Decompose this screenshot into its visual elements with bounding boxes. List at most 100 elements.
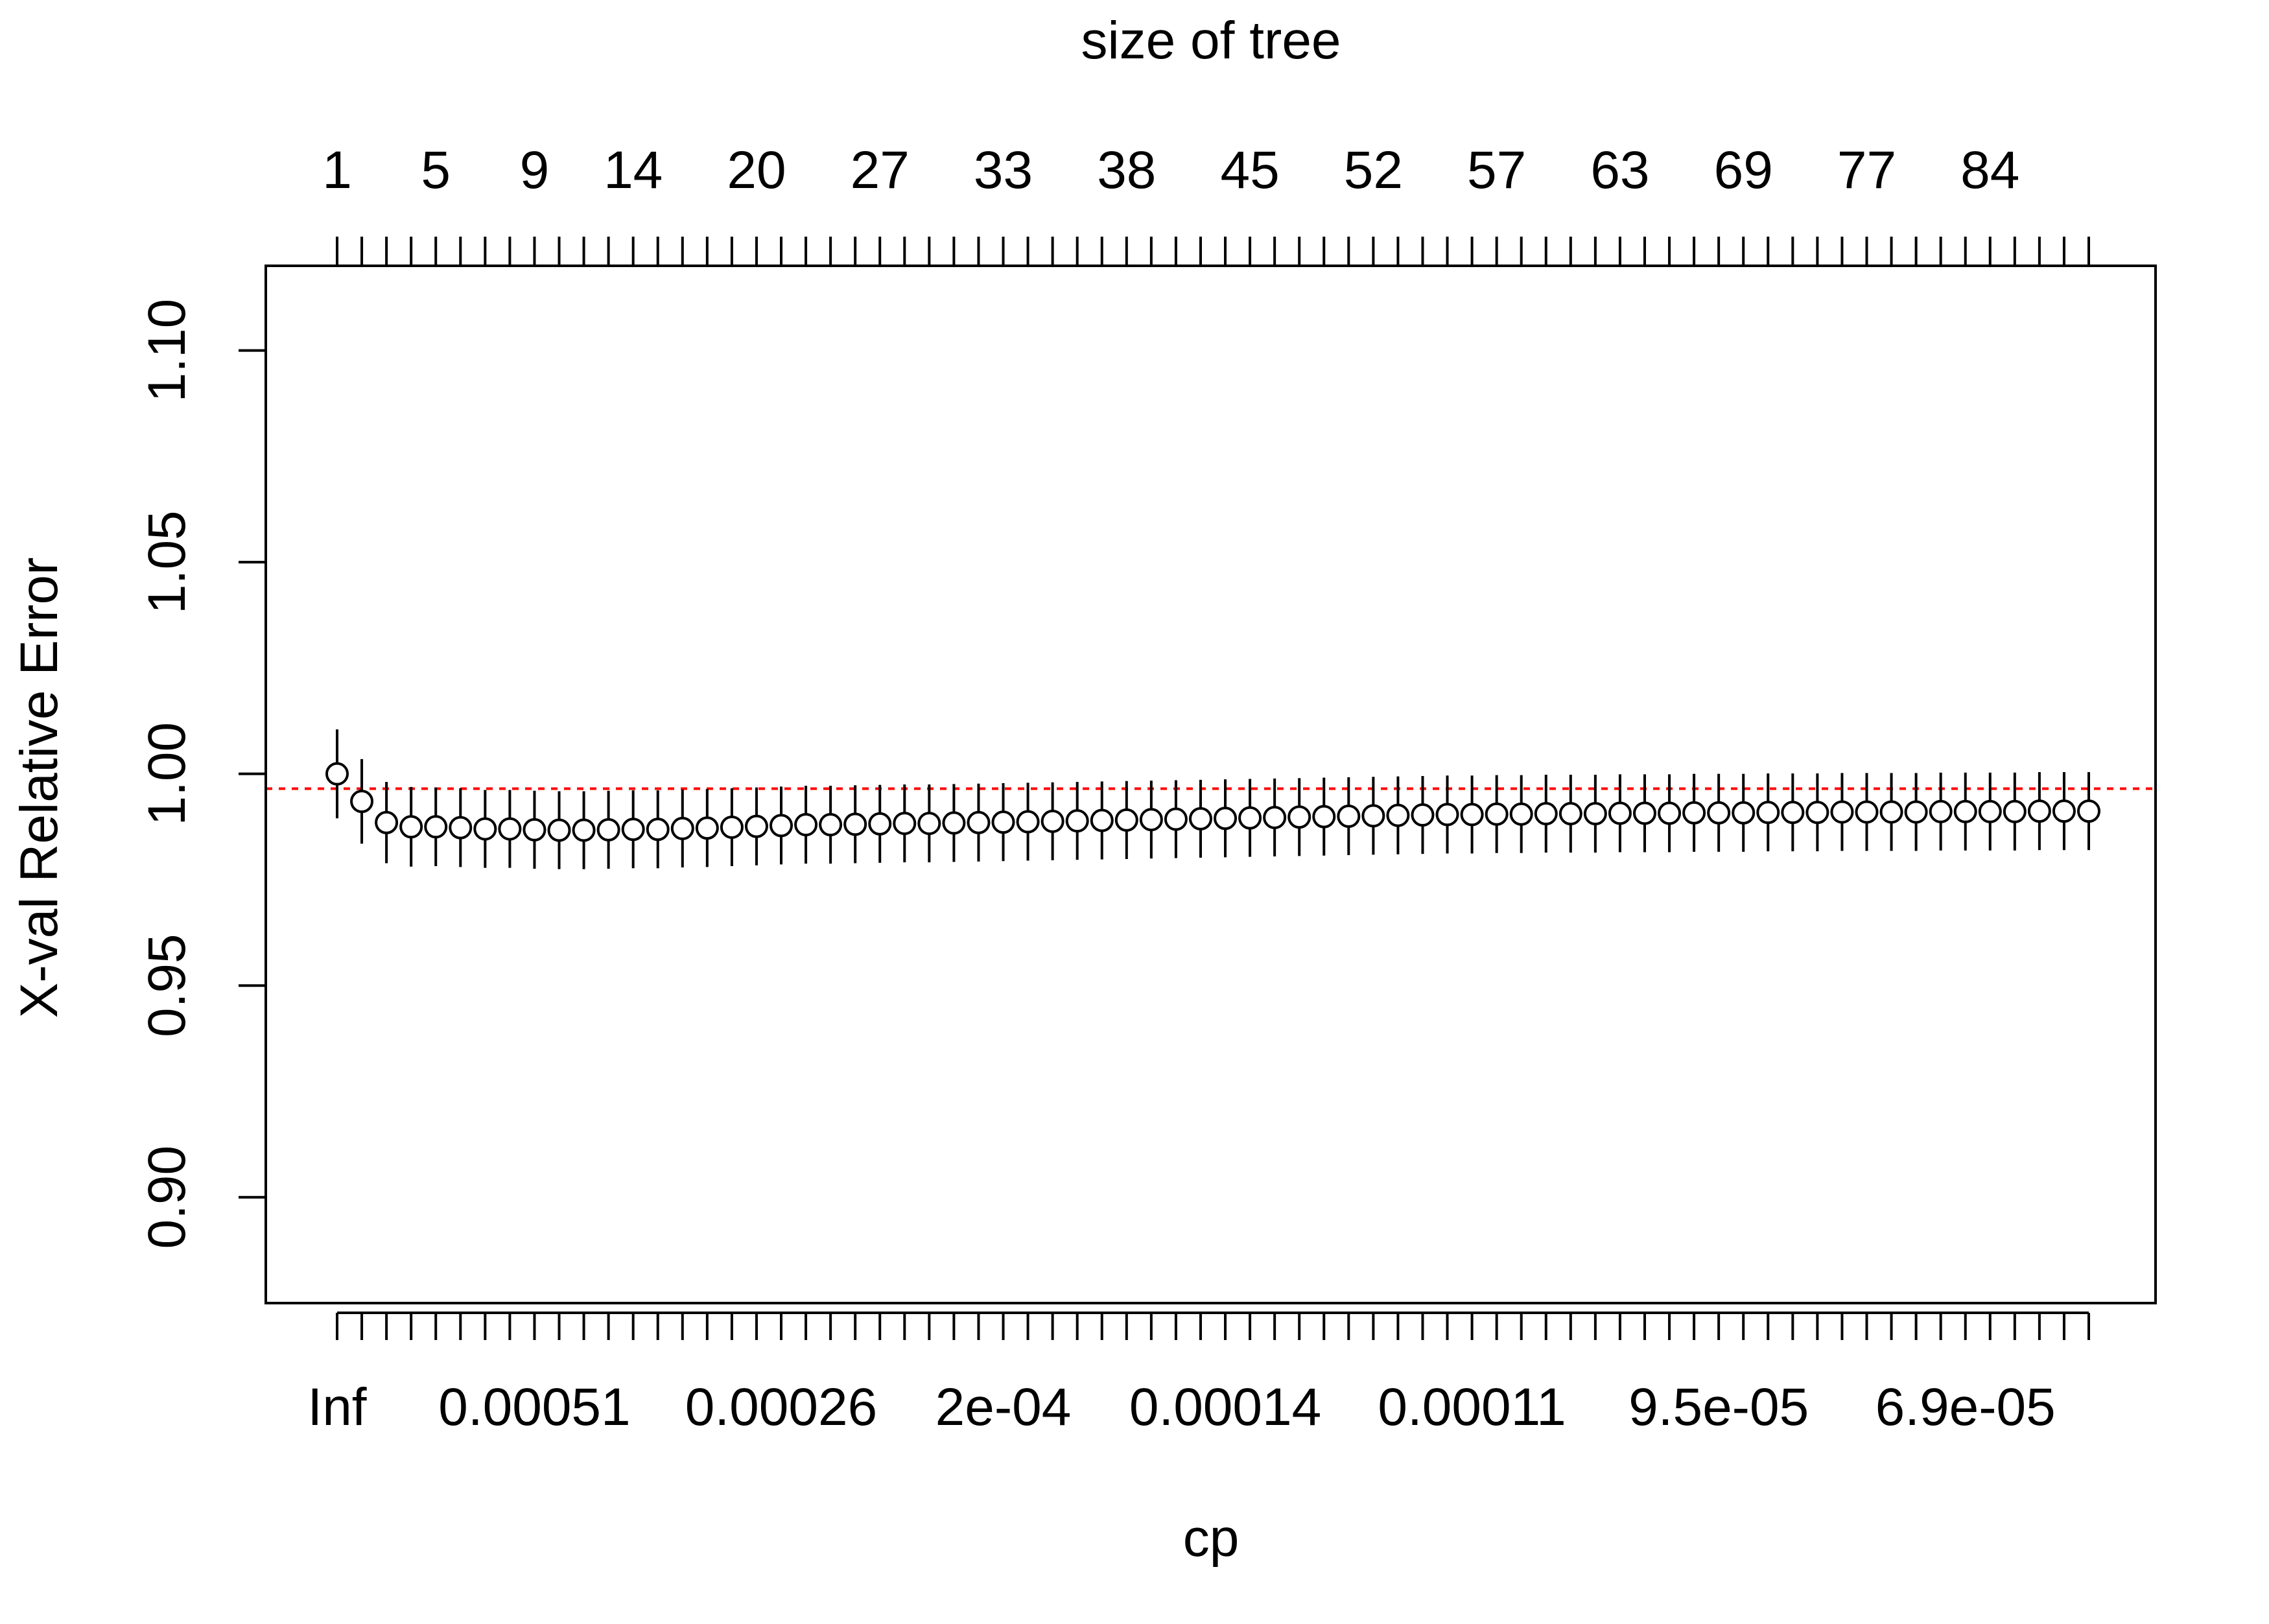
top-axis-title: size of tree bbox=[1081, 11, 1341, 70]
data-point bbox=[523, 818, 547, 841]
data-point bbox=[1460, 803, 1484, 827]
data-point bbox=[1361, 804, 1385, 828]
data-point bbox=[744, 814, 768, 838]
data-point bbox=[1188, 806, 1212, 830]
data-point bbox=[1534, 802, 1558, 826]
data-point bbox=[1608, 801, 1632, 825]
data-point bbox=[350, 790, 374, 814]
x-tick-label: 2e-04 bbox=[935, 1378, 1072, 1437]
top-tick-label: 33 bbox=[974, 141, 1033, 200]
data-point bbox=[1386, 803, 1410, 827]
data-point bbox=[1065, 809, 1089, 833]
data-point bbox=[2077, 799, 2100, 823]
data-point bbox=[1214, 806, 1238, 830]
top-tick-label: 69 bbox=[1714, 141, 1773, 200]
data-point bbox=[670, 816, 694, 840]
data-point bbox=[2003, 799, 2027, 823]
top-tick-label: 45 bbox=[1220, 141, 1279, 200]
data-point bbox=[868, 812, 892, 836]
data-point bbox=[1583, 802, 1607, 826]
data-point bbox=[646, 818, 670, 841]
x-axis-bottom: Inf 0.00051 0.00026 2e-04 0.00014 0.00011 9.5e… bbox=[307, 1312, 2090, 1437]
data-point bbox=[1411, 803, 1435, 827]
data-point bbox=[547, 818, 571, 842]
data-point bbox=[893, 812, 917, 836]
y-tick-label: 1.00 bbox=[137, 722, 196, 826]
data-point bbox=[375, 810, 399, 834]
data-point bbox=[1781, 801, 1805, 825]
data-point bbox=[1040, 809, 1064, 833]
data-point bbox=[1855, 800, 1879, 824]
data-point bbox=[399, 815, 423, 839]
data-point bbox=[917, 812, 941, 836]
data-point bbox=[1658, 801, 1682, 825]
data-point bbox=[1090, 808, 1114, 832]
data-point bbox=[1114, 808, 1138, 832]
data-point bbox=[1805, 801, 1829, 825]
data-point bbox=[1312, 805, 1336, 829]
y-axis: 0.90 0.95 1.00 1.05 1.10 bbox=[137, 299, 267, 1249]
top-tick-label: 52 bbox=[1344, 141, 1403, 200]
x-tick-label: 0.00014 bbox=[1129, 1378, 1321, 1437]
data-point bbox=[1707, 801, 1731, 825]
data-point bbox=[942, 811, 966, 835]
x-tick-label: 0.00026 bbox=[685, 1378, 877, 1437]
data-point bbox=[424, 815, 448, 839]
data-point bbox=[1287, 805, 1311, 829]
data-point bbox=[720, 815, 744, 839]
y-tick-label: 0.95 bbox=[137, 934, 196, 1037]
x-axis-top: 1 5 9 14 20 27 33 38 45 52 57 63 69 77 84 bbox=[322, 141, 2090, 267]
top-tick-label: 1 bbox=[322, 141, 352, 200]
data-point bbox=[1509, 802, 1533, 826]
data-point bbox=[498, 817, 522, 841]
x-axis-title: cp bbox=[1183, 1509, 1240, 1568]
y-tick-label: 0.90 bbox=[137, 1146, 196, 1249]
data-point bbox=[1558, 802, 1582, 826]
data-point bbox=[1632, 801, 1656, 825]
data-point bbox=[1953, 799, 1977, 823]
top-tick-label: 20 bbox=[727, 141, 786, 200]
data-point bbox=[325, 762, 349, 786]
x-tick-label: 0.00051 bbox=[438, 1378, 630, 1437]
data-point bbox=[1485, 802, 1509, 826]
data-point bbox=[1978, 799, 2002, 823]
top-tick-label: 77 bbox=[1837, 141, 1896, 200]
x-tick-label: 6.9e-05 bbox=[1875, 1378, 2056, 1437]
data-point bbox=[843, 812, 867, 836]
top-tick-label: 57 bbox=[1467, 141, 1526, 200]
data-point bbox=[1732, 801, 1756, 825]
data-point bbox=[1830, 800, 1854, 824]
data-point bbox=[572, 818, 596, 842]
top-tick-label: 14 bbox=[604, 141, 663, 200]
x-tick-label: 9.5e-05 bbox=[1628, 1378, 1809, 1437]
data-point bbox=[1337, 804, 1361, 828]
data-point bbox=[1139, 808, 1163, 832]
data-point bbox=[1164, 807, 1188, 831]
data-point bbox=[967, 810, 991, 834]
point-group bbox=[325, 762, 2100, 842]
data-point bbox=[1435, 803, 1459, 827]
data-point bbox=[1929, 799, 1953, 823]
data-point bbox=[1016, 810, 1040, 834]
top-tick-label: 63 bbox=[1590, 141, 1649, 200]
top-tick-label: 9 bbox=[520, 141, 550, 200]
data-point bbox=[695, 816, 719, 840]
y-axis-title: X-val Relative Error bbox=[10, 558, 69, 1018]
x-tick-label: Inf bbox=[307, 1378, 366, 1437]
data-point bbox=[2027, 799, 2051, 823]
y-tick-label: 1.05 bbox=[137, 510, 196, 614]
top-tick-label: 38 bbox=[1097, 141, 1156, 200]
data-point bbox=[991, 810, 1015, 834]
top-tick-label: 84 bbox=[1960, 141, 2019, 200]
data-point bbox=[621, 818, 645, 841]
data-point bbox=[2052, 799, 2076, 823]
data-point bbox=[1904, 800, 1928, 824]
data-point bbox=[473, 817, 497, 841]
data-point bbox=[794, 813, 818, 837]
data-point bbox=[1682, 801, 1706, 825]
top-tick-label: 27 bbox=[851, 141, 910, 200]
data-point bbox=[770, 814, 794, 838]
data-point bbox=[449, 816, 473, 840]
